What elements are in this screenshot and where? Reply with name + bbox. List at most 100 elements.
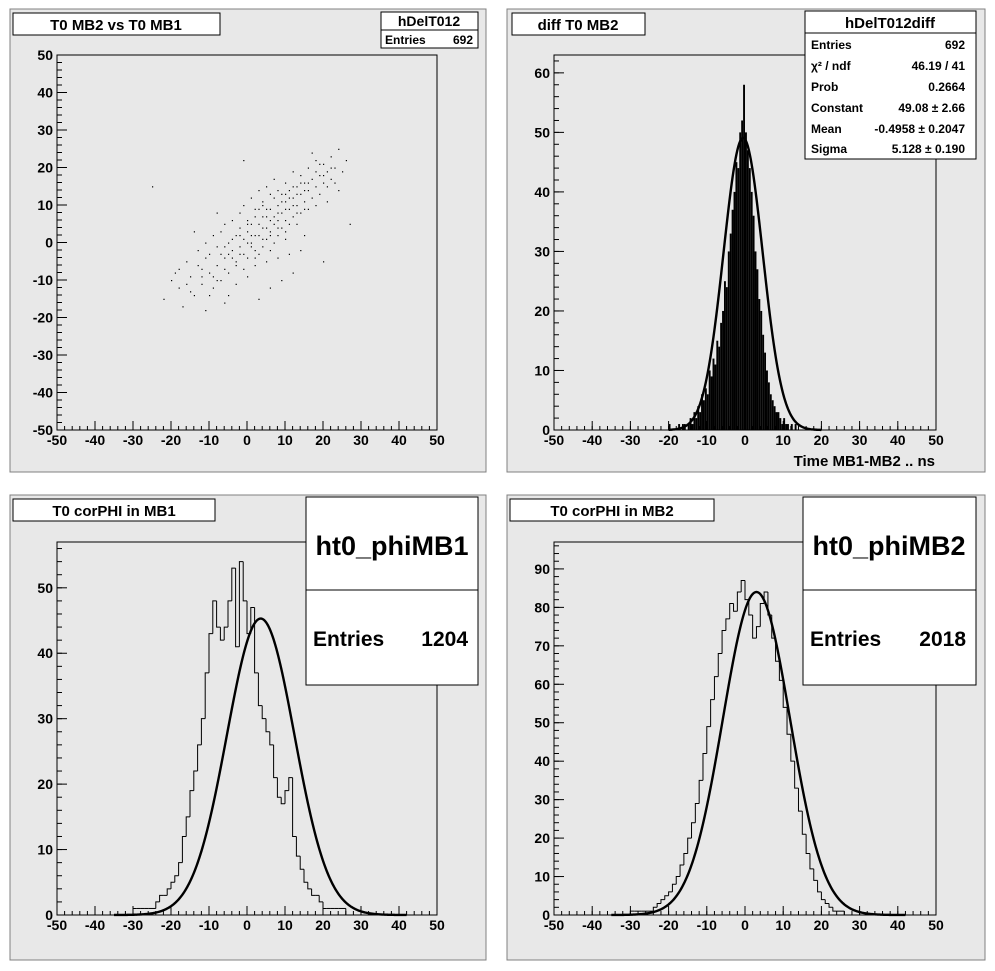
stats-box: hDelT012diff Entries 692 χ² / ndf 46.19 … xyxy=(804,10,977,160)
histogram-bar xyxy=(755,626,761,639)
scatter-point xyxy=(254,257,256,259)
histogram-bar xyxy=(767,382,770,430)
x-tick-label: 30 xyxy=(353,917,369,933)
stats-label: Entries xyxy=(313,628,384,651)
x-tick-label: 40 xyxy=(890,917,906,933)
histogram-bar xyxy=(718,346,721,430)
scatter-point xyxy=(247,276,249,278)
stats-label: Entries xyxy=(385,33,426,47)
scatter-point xyxy=(326,186,328,188)
histogram-bar xyxy=(238,561,244,647)
scatter-point xyxy=(307,182,309,184)
histogram-bar xyxy=(178,862,183,876)
scatter-point xyxy=(300,193,302,195)
histogram-bar xyxy=(832,907,837,912)
scatter-point xyxy=(197,265,199,267)
stats-label: Mean xyxy=(811,122,842,136)
histogram-bar xyxy=(752,215,755,430)
histogram-bar xyxy=(801,811,807,835)
scatter-point xyxy=(228,242,230,244)
histogram-bar xyxy=(227,600,232,628)
scatter-point xyxy=(262,227,264,229)
scatter-point xyxy=(209,253,211,255)
x-tick-label: -10 xyxy=(199,917,219,933)
x-tick-label: 40 xyxy=(890,432,906,448)
fit-curve xyxy=(113,617,407,917)
histogram-bar xyxy=(760,310,763,430)
y-tick-label: 20 xyxy=(37,776,53,792)
scatter-point xyxy=(292,216,294,218)
scatter-point xyxy=(250,235,252,237)
scatter-point xyxy=(250,246,252,248)
y-tick-label: 0 xyxy=(542,907,550,923)
histogram-bar xyxy=(713,676,719,700)
scatter-point xyxy=(201,268,203,270)
scatter-point xyxy=(178,268,180,270)
histogram-bar xyxy=(824,899,830,904)
histogram-bar xyxy=(710,376,713,430)
y-tick-label: 20 xyxy=(534,303,550,319)
scatter-point xyxy=(190,291,192,293)
histogram-bar xyxy=(678,424,681,430)
stats-label: Prob xyxy=(811,80,838,94)
scatter-point xyxy=(288,223,290,225)
y-tick-label: 0 xyxy=(45,907,53,923)
y-tick-label: 10 xyxy=(37,842,53,858)
histogram-bar xyxy=(714,364,717,430)
x-tick-label: -20 xyxy=(161,917,181,933)
histogram-bar xyxy=(701,394,703,430)
histogram-bar xyxy=(741,120,744,430)
histogram-bar xyxy=(805,834,810,854)
histogram-bar xyxy=(159,894,164,902)
histogram-bar xyxy=(697,406,700,430)
scatter-point xyxy=(296,205,298,207)
x-tick-label: 50 xyxy=(928,917,944,933)
scatter-point xyxy=(205,257,207,259)
histogram-bar xyxy=(280,797,285,805)
scatter-point xyxy=(273,178,275,180)
histogram-bar xyxy=(155,901,160,909)
x-tick-label: 0 xyxy=(243,917,251,933)
histogram-bar xyxy=(737,168,740,430)
y-tick-label: 30 xyxy=(534,243,550,259)
stats-label: Entries xyxy=(811,38,852,52)
histogram-bar xyxy=(794,424,797,430)
scatter-point xyxy=(288,208,290,210)
histogram-bar xyxy=(311,888,316,896)
x-tick-label: 10 xyxy=(775,917,791,933)
scatter-point xyxy=(292,205,294,207)
x-tick-label: -10 xyxy=(697,917,717,933)
stats-label: χ² / ndf xyxy=(811,59,852,73)
scatter-point xyxy=(247,231,249,233)
x-tick-label: 40 xyxy=(391,432,407,448)
pad-diff: -50 -40 -30 -20 -10 0 10 20 30 40 500102030405060 … xyxy=(506,8,986,473)
x-tick-label: -10 xyxy=(199,432,219,448)
histogram-bar xyxy=(695,418,698,430)
scatter-point xyxy=(205,310,207,312)
x-tick-label: 30 xyxy=(852,917,868,933)
scatter-point xyxy=(220,253,222,255)
scatter-point xyxy=(349,223,351,225)
histogram-bar xyxy=(762,334,765,430)
stats-label: Sigma xyxy=(811,142,847,156)
histogram-bar xyxy=(754,251,757,430)
y-tick-label: -20 xyxy=(33,310,53,326)
scatter-point xyxy=(254,208,256,210)
x-tick-label: -50 xyxy=(47,432,67,448)
x-tick-label: 50 xyxy=(429,917,445,933)
scatter-point xyxy=(300,212,302,214)
histogram-bar xyxy=(785,424,788,430)
scatter-point xyxy=(288,253,290,255)
y-tick-label: -30 xyxy=(33,347,53,363)
scatter-point xyxy=(338,148,340,150)
histogram-bar xyxy=(702,752,707,781)
histogram-bar xyxy=(223,626,228,641)
x-tick-label: -30 xyxy=(123,432,143,448)
stats-box: ht0_phiMB1 Entries 1204 xyxy=(305,496,479,686)
scatter-point xyxy=(292,171,294,173)
histogram-bar xyxy=(265,718,270,733)
histogram-bar xyxy=(295,836,301,857)
histogram-bar xyxy=(235,568,240,648)
scatter-point xyxy=(254,235,256,237)
scatter-point xyxy=(216,265,218,267)
